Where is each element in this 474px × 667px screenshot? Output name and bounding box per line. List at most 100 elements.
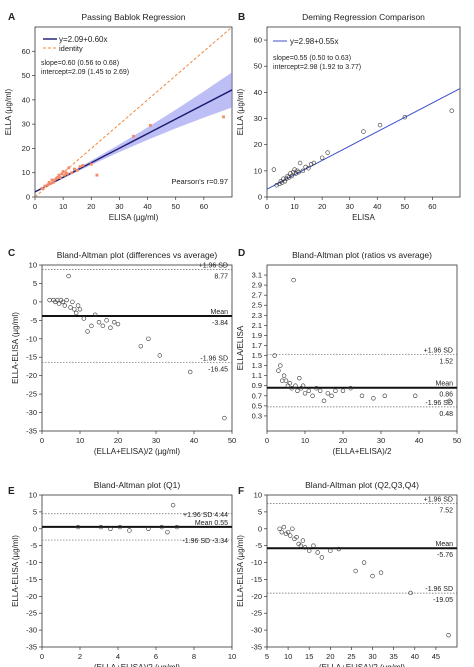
line-value-label: 0.86 — [439, 392, 453, 399]
data-point — [89, 162, 93, 166]
plot-content — [42, 269, 232, 421]
y-tick-label: 40 — [254, 88, 262, 97]
data-point — [70, 299, 75, 305]
x-tick-label: 20 — [326, 652, 334, 661]
data-point — [64, 297, 69, 303]
data-point — [279, 180, 285, 185]
data-point — [132, 134, 135, 138]
x-tick-label: 25 — [347, 652, 355, 661]
y-axis-label: ELLA (µg/ml) — [236, 88, 245, 135]
panel-letter: C — [8, 248, 15, 259]
y-tick-label: 10 — [29, 491, 37, 500]
data-point — [67, 166, 71, 170]
plot-frame — [266, 264, 458, 432]
panel-letter: E — [8, 486, 15, 497]
annotation-pearson: Pearson's r=0.97 — [171, 177, 228, 186]
data-point — [68, 305, 73, 310]
data-point — [43, 184, 47, 188]
x-tick-label: 35 — [389, 652, 397, 661]
data-point — [146, 336, 151, 341]
data-point — [77, 307, 83, 312]
data-point — [298, 543, 303, 548]
y-tick-label: 40 — [22, 95, 30, 104]
data-point — [292, 167, 297, 172]
data-point — [371, 396, 376, 401]
y-tick-label: 1.9 — [252, 331, 262, 340]
data-point — [174, 524, 180, 530]
data-point — [378, 570, 384, 575]
panel-f: F Bland-Altman plot (Q2,Q3,Q4) 5 10 15 20 25 30… — [236, 480, 458, 667]
data-point — [293, 383, 298, 388]
identity-line — [35, 27, 232, 197]
chart-title: Passing Bablok Regression — [82, 12, 186, 22]
chart-title: Deming Regression Comparison — [302, 12, 425, 22]
chart-title: Bland-Altman plot (Q2,Q3,Q4) — [305, 480, 419, 490]
data-point — [289, 173, 295, 179]
y-tick-label: 1.1 — [252, 371, 262, 380]
line-label: +1.96 SD — [199, 263, 228, 270]
y-tick-label: 10 — [22, 168, 30, 177]
y-tick-label: 2.1 — [252, 321, 262, 330]
y-tick-label: 5 — [33, 507, 37, 516]
data-point — [70, 171, 73, 175]
y-axis-label: ELLA-ELISA (µg/ml) — [11, 535, 20, 607]
data-point — [65, 172, 69, 176]
data-point — [294, 535, 299, 540]
data-point — [72, 307, 77, 312]
data-point — [278, 179, 283, 184]
data-point — [295, 388, 300, 393]
x-tick-label: 60 — [428, 202, 436, 211]
y-tick-label: 0 — [258, 524, 262, 533]
data-point — [104, 318, 109, 323]
data-point — [311, 543, 316, 548]
data-point — [336, 546, 341, 552]
x-tick-label: 20 — [87, 202, 95, 211]
data-point — [56, 176, 59, 179]
x-tick-label: 8 — [192, 652, 196, 661]
y-tick-label: -10 — [26, 558, 37, 567]
panel-letter: D — [238, 248, 245, 259]
y-tick-label: 0 — [33, 297, 37, 306]
data-point — [222, 415, 227, 421]
plot-frame — [41, 494, 233, 648]
data-point — [446, 632, 451, 638]
data-point — [325, 150, 330, 155]
y-tick-label: -25 — [26, 609, 37, 618]
y-tick-label: 2.9 — [252, 281, 262, 290]
data-point — [188, 369, 193, 375]
panel-c: C Bland-Altman plot (differences vs avera… — [8, 248, 236, 456]
data-point — [62, 303, 68, 308]
y-tick-label: -15 — [26, 575, 37, 584]
data-point — [50, 178, 54, 182]
data-point — [63, 173, 66, 177]
legend-label-fit: y=2.98+0.55x — [290, 37, 338, 46]
data-point — [108, 526, 113, 531]
data-point — [285, 529, 291, 535]
data-point — [329, 393, 334, 398]
y-tick-label: 0 — [258, 193, 262, 202]
y-tick-label: -5 — [30, 316, 37, 325]
plot-content — [42, 502, 232, 541]
line-label: Mean 0.55 — [195, 520, 228, 527]
x-tick-label: 10 — [301, 436, 309, 445]
data-point — [159, 524, 164, 530]
plot-content — [267, 88, 460, 190]
data-point — [447, 398, 452, 404]
data-point — [321, 398, 327, 404]
x-axis-label: ELISA — [352, 213, 375, 222]
x-tick-label: 30 — [368, 652, 376, 661]
line-value-label: -3.84 — [212, 320, 228, 327]
x-tick-label: 20 — [318, 202, 326, 211]
line-label: -1.96 SD -3.34 — [182, 538, 228, 545]
y-tick-label: 0.9 — [252, 381, 262, 390]
data-point — [279, 529, 284, 535]
panel-b: B Deming Regression Comparison 0 10 20 30 40 50… — [236, 12, 461, 222]
data-point — [222, 115, 225, 119]
data-point — [408, 590, 413, 596]
data-point — [46, 183, 50, 187]
x-tick-label: 10 — [59, 202, 67, 211]
data-point — [60, 172, 64, 176]
data-point — [293, 171, 299, 176]
x-tick-label: 0 — [40, 436, 44, 445]
